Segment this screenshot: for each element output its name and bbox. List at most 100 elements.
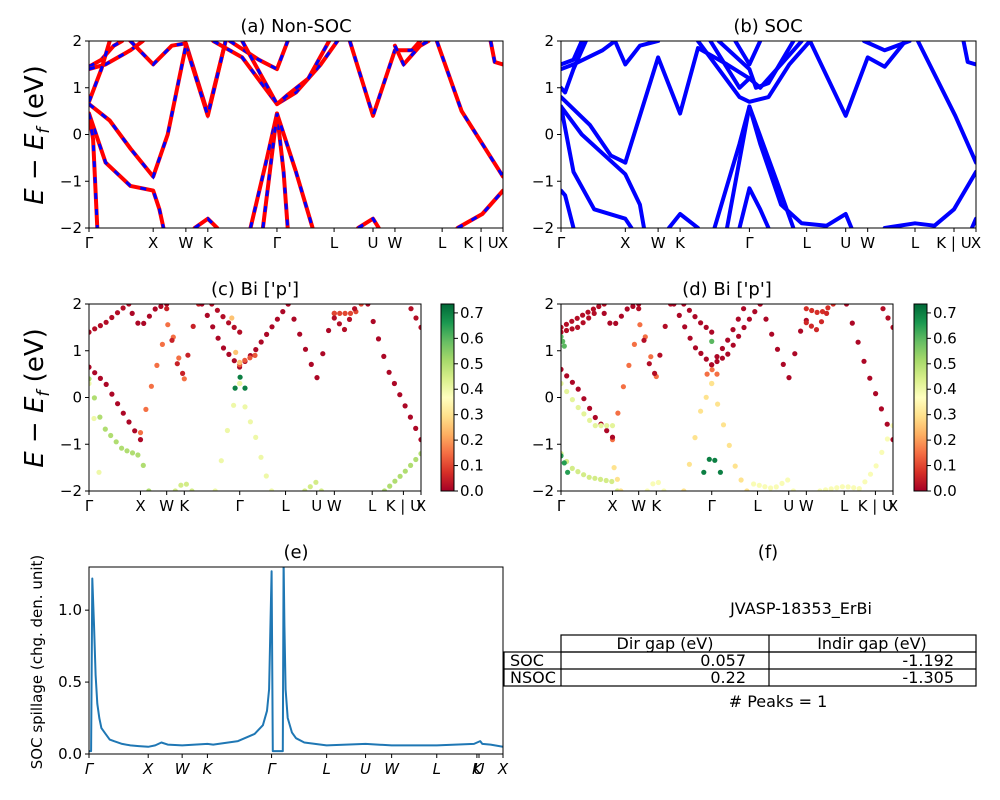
projection-point: [91, 395, 97, 401]
panel-d-plot-area: [561, 304, 893, 491]
projection-point: [96, 469, 102, 475]
projection-point: [598, 423, 604, 429]
band-line: [737, 186, 771, 228]
panel-a-title: (a) Non-SOC: [240, 16, 351, 37]
projection-point: [308, 361, 314, 367]
projection-point: [199, 304, 205, 307]
projection-point: [591, 310, 597, 316]
peaks-count: # Peaks = 1: [729, 692, 828, 711]
y-tick-label: −2: [532, 482, 554, 500]
projection-point: [814, 309, 820, 315]
projection-point: [109, 314, 115, 321]
projection-point: [581, 411, 587, 417]
projection-point: [115, 401, 121, 407]
projection-point: [687, 335, 693, 341]
projection-point: [686, 307, 693, 313]
x-tick-label: U: [368, 234, 379, 252]
x-tick-label: W: [384, 760, 400, 778]
x-tick-label: X: [620, 234, 630, 252]
projection-point: [712, 457, 718, 463]
projection-point: [624, 306, 630, 312]
projection-point: [342, 310, 348, 316]
table-header-indir-gap: Indir gap (eV): [817, 634, 927, 653]
projection-point: [615, 410, 621, 416]
panel-e-ylabel: SOC spillage (chg. den. unit): [28, 555, 46, 770]
projection-point: [569, 326, 575, 332]
projection-point: [581, 472, 587, 478]
band-line-dashed: [489, 41, 503, 66]
projection-point: [413, 425, 419, 431]
projection-point: [741, 306, 747, 312]
projection-point: [561, 334, 564, 340]
projection-point: [212, 488, 218, 491]
projection-point: [587, 405, 593, 411]
projection-point: [603, 477, 609, 484]
panel-a-ylabel: E − Ef (eV): [20, 65, 54, 205]
x-tick-label: L: [911, 234, 920, 252]
projection-point: [609, 434, 616, 440]
projection-point: [719, 355, 726, 361]
panel-d-title: (d) Bi ['p']: [682, 279, 772, 300]
projection-point: [302, 488, 308, 491]
projection-point: [210, 324, 216, 330]
projection-point: [313, 479, 319, 485]
y-tick-label: 1: [544, 79, 554, 97]
band-line: [733, 41, 763, 67]
x-tick-label: X: [607, 497, 617, 515]
y-tick-label: 2: [544, 32, 554, 50]
x-tick-label: Γ: [267, 760, 277, 778]
projection-point: [232, 385, 238, 391]
projection-point: [626, 362, 632, 368]
projection-point: [565, 469, 571, 475]
x-tick-label: K: [651, 497, 662, 515]
projection-point: [839, 484, 846, 490]
projection-point: [181, 376, 187, 382]
projection-point: [709, 338, 715, 344]
y-tick-label: −1: [532, 435, 554, 453]
colorbar-tick-label: 0.2: [933, 431, 957, 449]
projection-point: [644, 488, 650, 491]
projection-point: [561, 453, 564, 459]
projection-point: [885, 315, 891, 321]
panel-f-title: (f): [758, 542, 778, 563]
x-tick-label: X: [888, 497, 898, 515]
projection-point: [97, 414, 103, 420]
projection-point: [91, 415, 97, 422]
projection-point: [709, 329, 715, 335]
band-line: [561, 104, 634, 228]
projection-point: [773, 484, 779, 490]
projection-point: [769, 331, 775, 337]
projection-point: [890, 437, 893, 443]
band-line: [666, 212, 700, 228]
band-line: [915, 41, 976, 165]
projection-point: [586, 315, 592, 321]
projection-point: [609, 423, 616, 429]
projection-point: [614, 476, 621, 482]
x-tick-label: Γ: [85, 497, 94, 515]
projection-point: [809, 307, 815, 314]
projection-point: [746, 316, 753, 322]
projection-point: [834, 485, 840, 491]
axes-frame: [88, 303, 422, 492]
projection-point: [618, 313, 625, 319]
projection-point: [418, 451, 421, 457]
projection-point: [165, 322, 171, 328]
band-line-dashed: [89, 41, 123, 69]
projection-point: [657, 352, 663, 358]
axes-frame: [88, 566, 504, 755]
y-tick-label: −1: [60, 435, 82, 453]
projection-point: [856, 486, 862, 491]
projection-point: [253, 434, 259, 440]
projection-point: [109, 391, 115, 397]
colorbar-tick-label: 0.3: [933, 406, 957, 424]
projection-point: [575, 324, 581, 330]
gap-table: JVASP-18353_ErBi Dir gap (eV) Indir gap …: [503, 599, 977, 711]
projection-point: [164, 306, 170, 312]
x-tick-label: L: [840, 497, 849, 515]
projection-point: [137, 437, 144, 443]
projection-point: [880, 306, 886, 312]
projection-point: [655, 479, 662, 486]
projection-point: [129, 450, 136, 456]
